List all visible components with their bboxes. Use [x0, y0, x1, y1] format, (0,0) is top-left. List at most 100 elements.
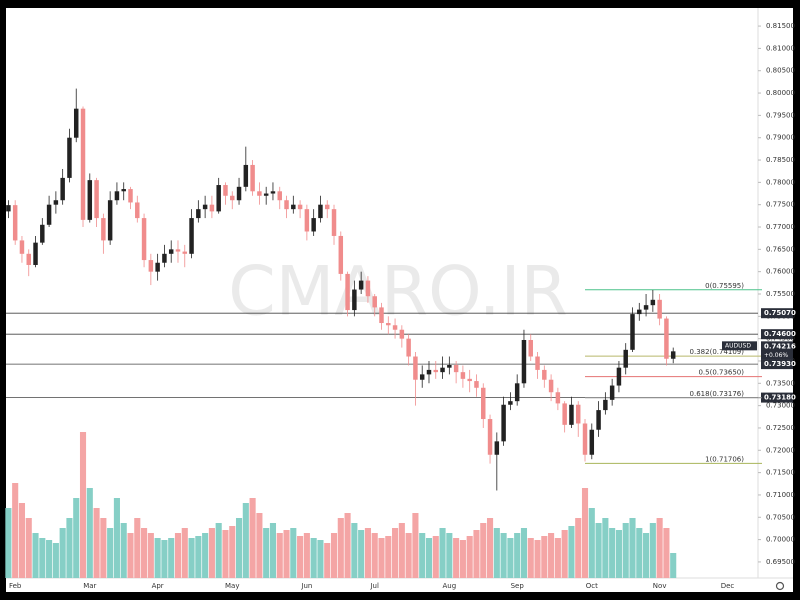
volume-bar [670, 553, 677, 578]
y-tick-label: 0.73500 [766, 379, 795, 387]
volume-bar [46, 540, 53, 578]
y-tick-label: 0.79000 [766, 134, 795, 142]
volume-bar [5, 508, 12, 578]
volume-bar [432, 536, 439, 578]
level-label: 0.73180 [764, 394, 796, 402]
volume-bar [358, 530, 365, 578]
volume-bar [581, 488, 589, 578]
candle-body [182, 251, 188, 254]
x-tick-label: Feb [9, 582, 22, 590]
volume-bar [609, 528, 616, 578]
candle-body [304, 209, 310, 232]
volume-bar [249, 498, 256, 578]
volume-bar [507, 538, 514, 578]
volume-bar [100, 518, 107, 578]
last-price-label: 0.74216 [764, 342, 796, 350]
volume-bar [371, 533, 378, 578]
candle-body [467, 378, 472, 382]
volume-bar [25, 518, 32, 578]
candle-body [616, 367, 622, 386]
candle-body [494, 441, 500, 455]
candle-body [202, 204, 208, 210]
candle-body [508, 401, 513, 405]
level-label: 0.75070 [764, 309, 796, 317]
y-tick-label: 0.78500 [766, 156, 795, 164]
candle-body [406, 338, 411, 357]
candle-body [440, 367, 445, 373]
candle-body [426, 369, 432, 375]
volume-bar [195, 536, 202, 578]
x-tick-label: Apr [152, 582, 164, 590]
candle-body [433, 369, 439, 373]
change-label: +0.06% [764, 352, 788, 359]
volume-bar [419, 533, 426, 578]
candle-body [40, 224, 45, 243]
volume-bar [554, 538, 561, 578]
volume-bar [324, 543, 331, 578]
volume-bar [480, 523, 487, 578]
y-tick-label: 0.70500 [766, 513, 795, 521]
volume-bar [405, 533, 412, 578]
volume-bar [242, 503, 249, 578]
y-tick-label: 0.70000 [766, 536, 795, 544]
volume-bar [107, 528, 114, 578]
volume-bar [392, 528, 399, 578]
volume-bar [59, 528, 66, 578]
candle-body [413, 356, 418, 380]
volume-bar [86, 488, 93, 578]
fib-label: 1(0.71706) [705, 455, 744, 463]
volume-bar [18, 503, 26, 578]
candle-body [447, 365, 452, 368]
candle-body [168, 249, 174, 254]
candle-body [352, 289, 357, 311]
volume-bar [473, 530, 480, 578]
settings-icon[interactable] [775, 581, 785, 591]
volume-bar [364, 528, 371, 578]
volume-bar [276, 533, 283, 578]
volume-bar [52, 543, 59, 578]
candle-body [589, 429, 595, 455]
candle-body [216, 185, 221, 212]
volume-bar [622, 523, 629, 578]
candle-body [386, 323, 391, 326]
level-label: 0.73930 [764, 360, 796, 368]
candle-body [73, 108, 79, 138]
last-price-box [761, 341, 793, 360]
volume-bar [134, 518, 141, 578]
candle-body [101, 218, 106, 241]
volume-bar [520, 528, 528, 578]
x-tick-label: Mar [83, 582, 96, 590]
volume-bar [161, 540, 168, 578]
x-tick-label: Jul [369, 582, 379, 590]
candle-body [372, 296, 377, 308]
level-label-box [761, 392, 793, 403]
y-tick-label: 0.71500 [766, 469, 795, 477]
volume-bar [398, 523, 405, 578]
volume-bar [446, 533, 453, 578]
candle-body [569, 404, 574, 425]
volume-bar [73, 498, 80, 578]
x-tick-label: Dec [721, 582, 735, 590]
candle-body [236, 186, 242, 201]
volume-bar [297, 536, 304, 578]
volume-bar [527, 538, 534, 578]
volume-bar [636, 528, 643, 578]
candle-body [121, 189, 126, 192]
y-tick-label: 0.79500 [766, 111, 795, 119]
volume-bar [561, 530, 568, 578]
volume-bar [493, 528, 500, 578]
volume-bar [344, 513, 351, 578]
candle-body [542, 369, 547, 380]
volume-bar [385, 536, 392, 578]
volume-bar [466, 536, 473, 578]
volume-bar [174, 533, 182, 578]
candle-body [555, 392, 561, 404]
volume-bar [283, 530, 290, 578]
candle-body [26, 253, 31, 265]
candle-body [53, 200, 59, 205]
candle-body [19, 240, 25, 254]
candle-body [521, 339, 527, 384]
volume-bar [378, 538, 385, 578]
volume-bar [263, 528, 270, 578]
candle-body [623, 349, 628, 368]
